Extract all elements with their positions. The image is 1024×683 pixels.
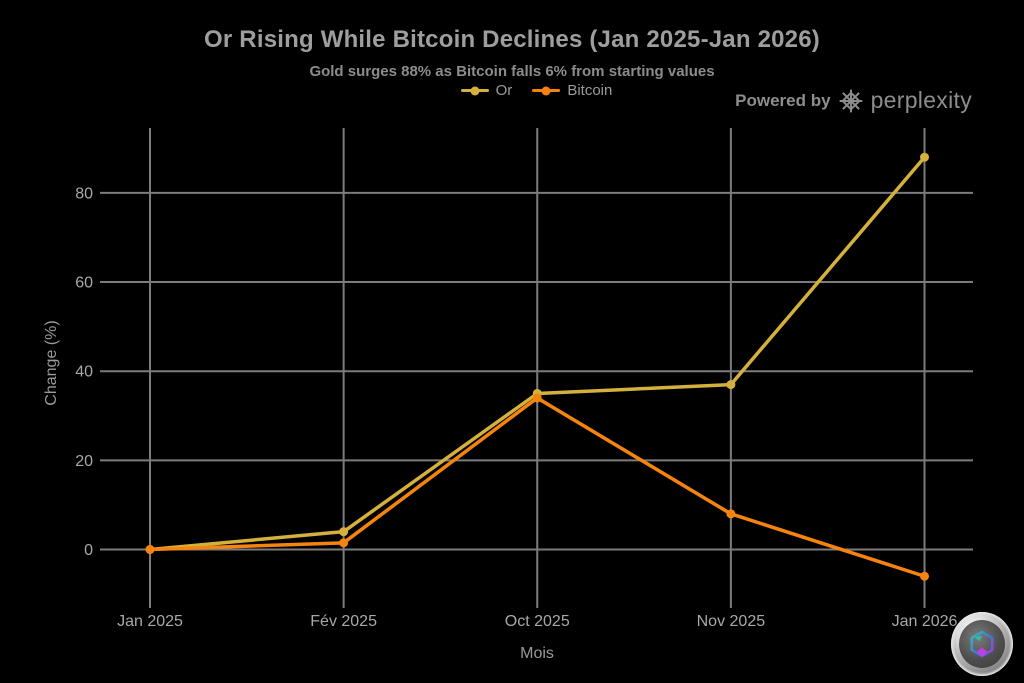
- powered-by-badge: Powered by perplexity: [735, 87, 972, 114]
- legend: Or Bitcoin: [100, 82, 973, 99]
- coin-inner-face: [959, 620, 1005, 668]
- y-tick-label: 40: [75, 364, 93, 381]
- data-point-bitcoin-0: [145, 545, 155, 554]
- brand-name: perplexity: [870, 87, 972, 113]
- y-tick-label: 60: [75, 275, 93, 292]
- data-point-bitcoin-3: [726, 509, 736, 519]
- y-tick-label: 0: [84, 542, 93, 559]
- legend-item-bitcoin: Bitcoin: [532, 82, 612, 99]
- chart-subtitle: Gold surges 88% as Bitcoin falls 6% from…: [309, 63, 715, 80]
- legend-item-or: Or: [460, 82, 513, 99]
- data-point-or-4: [920, 152, 929, 162]
- y-tick-label: 80: [75, 185, 93, 202]
- y-tick-label: 20: [75, 453, 93, 470]
- coin-watermark-icon: [951, 612, 1013, 676]
- chart-title: Or Rising While Bitcoin Declines (Jan 20…: [204, 26, 820, 53]
- x-tick-label: Nov 2025: [697, 613, 766, 630]
- legend-marker-icon: [460, 89, 489, 92]
- data-point-bitcoin-4: [920, 571, 929, 581]
- data-point-bitcoin-1: [339, 538, 349, 548]
- legend-label: Bitcoin: [567, 82, 613, 99]
- x-tick-label: Fév 2025: [310, 613, 377, 630]
- x-tick-label: Jan 2026: [892, 613, 958, 630]
- legend-marker-icon: [532, 89, 561, 92]
- data-point-bitcoin-2: [532, 393, 542, 403]
- powered-by-label: Powered by: [735, 90, 831, 110]
- perplexity-logo-icon: [838, 88, 864, 114]
- y-axis-title: Change (%): [43, 320, 60, 406]
- data-point-or-1: [339, 527, 349, 537]
- data-point-or-3: [726, 380, 736, 390]
- legend-label: Or: [495, 82, 513, 99]
- x-axis-title: Mois: [520, 645, 554, 662]
- x-tick-label: Jan 2025: [117, 613, 183, 630]
- x-tick-label: Oct 2025: [505, 613, 570, 630]
